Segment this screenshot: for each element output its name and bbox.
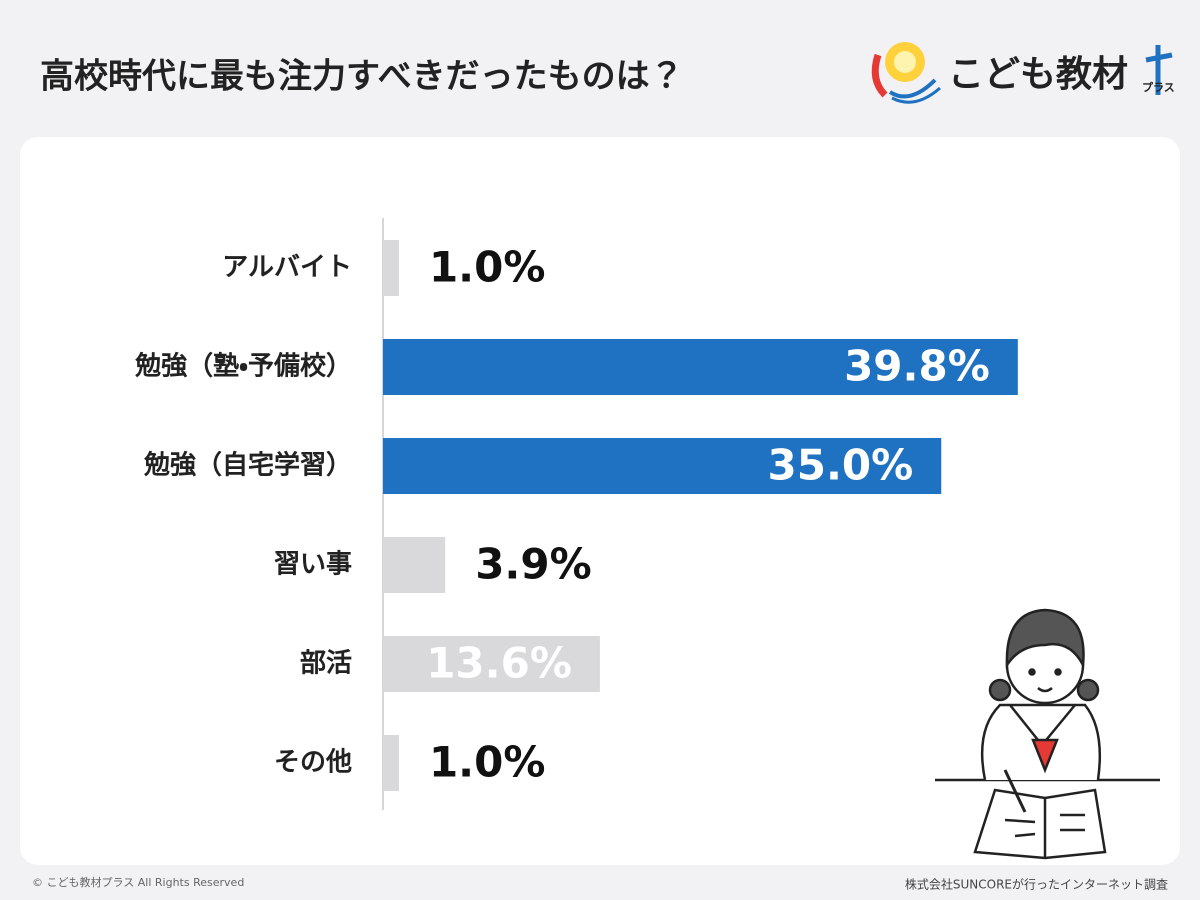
value-label: 3.9%	[475, 540, 591, 589]
category-label: その他	[274, 748, 352, 778]
copyright: © こども教材プラス All Rights Reserved	[32, 875, 244, 889]
category-label: 部活	[300, 649, 352, 679]
bar	[383, 438, 942, 494]
category-label: アルバイト	[222, 253, 352, 283]
value-label: 1.0%	[429, 243, 545, 292]
value-label: 13.6%	[426, 639, 572, 688]
category-label: 勉強（塾・予備校）	[134, 351, 352, 382]
value-label: 1.0%	[429, 738, 545, 787]
source: 株式会社SUNCOREが行ったインターネット調査	[905, 877, 1168, 892]
logo-icon	[871, 42, 1173, 104]
illustration	[935, 608, 1160, 860]
bar	[383, 735, 399, 791]
bar	[383, 537, 446, 593]
card	[20, 137, 1180, 865]
value-label: 35.0%	[768, 441, 914, 490]
bar	[383, 240, 399, 296]
brand-suffix: プラス	[1142, 80, 1175, 94]
category-label: 習い事	[274, 550, 352, 580]
bar	[383, 636, 600, 692]
brand-name: こども教材	[948, 54, 1128, 95]
chart-title: 高校時代に最も注力すべきだったものは？	[40, 57, 684, 97]
bar	[383, 339, 1018, 395]
category-label: 勉強（自宅学習）	[143, 450, 352, 481]
value-label: 39.8%	[844, 342, 990, 391]
